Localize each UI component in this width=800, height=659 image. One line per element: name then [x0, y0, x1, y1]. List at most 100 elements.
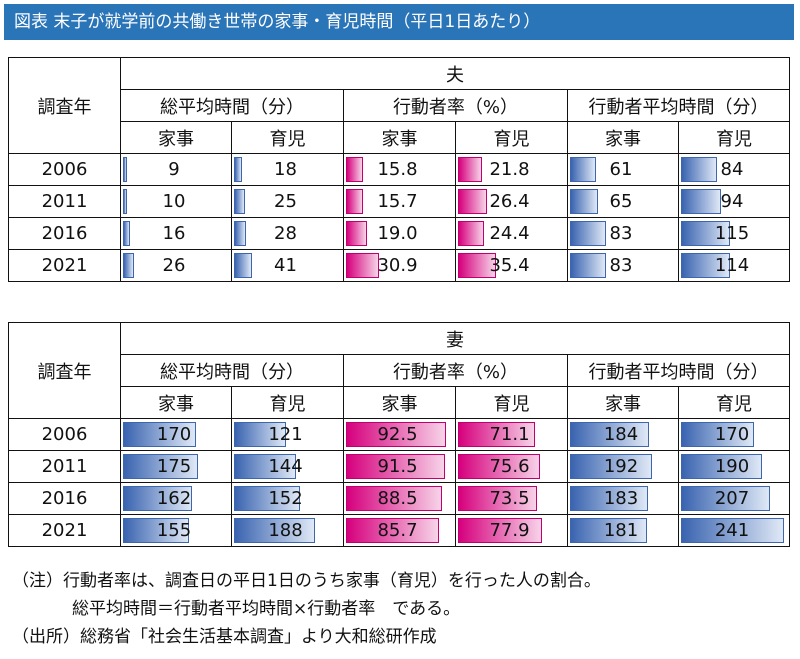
value-label: 61 — [609, 159, 633, 180]
value-bar — [458, 221, 485, 246]
value-label: 88.5 — [377, 488, 418, 509]
year-header: 調査年 — [8, 57, 121, 154]
value-label: 41 — [274, 255, 297, 276]
value-label: 83 — [609, 223, 633, 244]
value-label: 184 — [603, 424, 639, 445]
value-bar — [123, 422, 196, 447]
sub-header: 育児 — [231, 121, 344, 154]
value-cell: 9 — [120, 153, 232, 186]
value-cell: 144 — [231, 450, 344, 483]
value-cell: 83 — [567, 249, 679, 282]
value-cell: 24.4 — [455, 217, 568, 250]
value-bar — [570, 486, 649, 511]
value-bar — [681, 518, 785, 543]
value-cell: 184 — [567, 418, 679, 451]
value-cell: 192 — [567, 450, 679, 483]
value-cell: 30.9 — [343, 249, 456, 282]
value-bar — [234, 253, 252, 278]
value-label: 85.7 — [377, 520, 418, 541]
value-cell: 88.5 — [343, 482, 456, 515]
value-cell: 15.8 — [343, 153, 456, 186]
value-cell: 170 — [678, 418, 790, 451]
value-bar — [458, 486, 538, 511]
value-label: 19.0 — [377, 223, 418, 244]
value-cell: 175 — [120, 450, 232, 483]
value-label: 190 — [714, 456, 750, 477]
value-cell: 188 — [231, 514, 344, 547]
notes: （注）行動者率は、調査日の平日1日のうち家事（育児）を行った人の割合。 総平均時… — [12, 567, 601, 651]
value-cell: 190 — [678, 450, 790, 483]
value-label: 65 — [609, 191, 633, 212]
value-bar — [234, 189, 245, 214]
value-label: 84 — [720, 159, 744, 180]
value-cell: 71.1 — [455, 418, 568, 451]
table-row: 2021 26 41 30.9 35.4 83 114 — [8, 249, 790, 282]
value-label: 115 — [714, 223, 750, 244]
value-cell: 26.4 — [455, 185, 568, 218]
value-label: 188 — [268, 520, 303, 541]
value-bar — [123, 157, 127, 182]
value-label: 181 — [603, 520, 639, 541]
value-bar — [346, 157, 364, 182]
value-bar — [458, 189, 487, 214]
value-label: 16 — [162, 223, 186, 244]
group-header: 行動者平均時間（分） — [567, 354, 790, 387]
sub-header: 家事 — [567, 121, 679, 154]
wife-table: 調査年妻総平均時間（分） 行動者率（%） 行動者平均時間（分） 家事 育児 家事 育児 家事育… — [8, 322, 790, 547]
year-cell: 2016 — [8, 482, 121, 515]
value-label: 26 — [162, 255, 186, 276]
value-bar — [346, 221, 367, 246]
value-cell: 41 — [231, 249, 344, 282]
value-bar — [123, 518, 190, 543]
value-bar — [123, 486, 193, 511]
table-row: 2011 175 144 91.5 75.6 192 190 — [8, 450, 790, 483]
value-bar — [570, 454, 653, 479]
value-label: 207 — [714, 488, 750, 509]
value-label: 30.9 — [377, 255, 418, 276]
value-label: 170 — [714, 424, 750, 445]
value-cell: 241 — [678, 514, 790, 547]
value-bar — [346, 253, 380, 278]
value-bar — [681, 157, 717, 182]
value-label: 10 — [162, 191, 186, 212]
value-cell: 181 — [567, 514, 679, 547]
value-cell: 92.5 — [343, 418, 456, 451]
value-bar — [681, 454, 763, 479]
value-cell: 207 — [678, 482, 790, 515]
value-cell: 84 — [678, 153, 790, 186]
table-row: 2006 9 18 15.8 21.8 61 84 — [8, 153, 790, 186]
value-bar — [458, 422, 535, 447]
value-bar — [681, 486, 770, 511]
value-cell: 35.4 — [455, 249, 568, 282]
value-label: 241 — [714, 520, 750, 541]
value-cell: 75.6 — [455, 450, 568, 483]
value-bar — [234, 221, 247, 246]
value-cell: 65 — [567, 185, 679, 218]
value-bar — [458, 518, 543, 543]
value-label: 152 — [268, 488, 303, 509]
value-label: 35.4 — [489, 255, 530, 276]
value-bar — [123, 189, 128, 214]
value-cell: 121 — [231, 418, 344, 451]
value-label: 183 — [603, 488, 639, 509]
value-bar — [123, 454, 198, 479]
note-formula: 総平均時間＝行動者平均時間×行動者率 である。 — [72, 599, 461, 619]
value-cell: 10 — [120, 185, 232, 218]
value-bar — [234, 486, 300, 511]
value-bar — [346, 486, 442, 511]
table-row: 2011 10 25 15.7 26.4 65 94 — [8, 185, 790, 218]
value-bar — [458, 157, 482, 182]
value-label: 91.5 — [377, 456, 418, 477]
value-cell: 170 — [120, 418, 232, 451]
value-bar — [123, 253, 135, 278]
value-bar — [458, 454, 540, 479]
value-cell: 18 — [231, 153, 344, 186]
year-cell: 2021 — [8, 514, 121, 547]
value-bar — [681, 253, 730, 278]
value-cell: 85.7 — [343, 514, 456, 547]
table-row: 2016 16 28 19.0 24.4 83 115 — [8, 217, 790, 250]
value-bar — [570, 253, 606, 278]
value-cell: 16 — [120, 217, 232, 250]
sub-header: 家事 — [120, 386, 232, 419]
value-label: 114 — [714, 255, 750, 276]
